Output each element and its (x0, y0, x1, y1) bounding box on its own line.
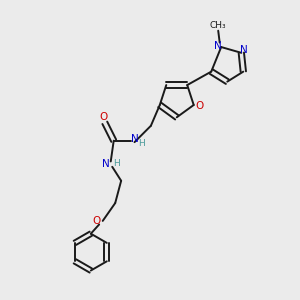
Text: CH₃: CH₃ (210, 21, 226, 30)
Text: O: O (93, 216, 101, 226)
Text: N: N (214, 40, 221, 51)
Text: N: N (240, 45, 248, 56)
Text: N: N (101, 159, 109, 170)
Text: H: H (113, 159, 120, 168)
Text: N: N (131, 134, 138, 144)
Text: O: O (195, 101, 203, 112)
Text: O: O (99, 112, 107, 122)
Text: H: H (138, 139, 144, 148)
